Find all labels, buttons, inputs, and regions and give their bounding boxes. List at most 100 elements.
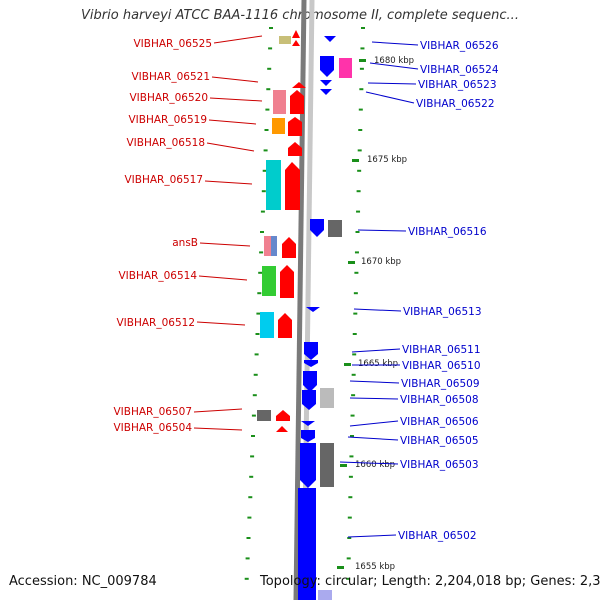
gene-box-06519[interactable] bbox=[272, 118, 285, 134]
tick-left-9 bbox=[260, 210, 265, 213]
tick-right-0 bbox=[361, 27, 365, 29]
gene-box-ansB-a[interactable] bbox=[264, 236, 271, 256]
leader-reverse-8 bbox=[349, 380, 400, 384]
label-VIBHAR_06525[interactable]: VIBHAR_06525 bbox=[133, 38, 212, 50]
gene-box-06520[interactable] bbox=[273, 90, 286, 114]
scale-label-1: 1675 kbp bbox=[367, 155, 407, 165]
gene-box-06508[interactable] bbox=[320, 388, 334, 408]
label-VIBHAR_06516[interactable]: VIBHAR_06516 bbox=[408, 226, 487, 238]
gene-arrow-06525-a[interactable] bbox=[292, 30, 300, 38]
gene-arrow-06522[interactable] bbox=[320, 89, 332, 95]
label-VIBHAR_06508[interactable]: VIBHAR_06508 bbox=[400, 394, 479, 406]
label-VIBHAR_06505[interactable]: VIBHAR_06505 bbox=[400, 435, 479, 447]
gene-arrow-06526[interactable] bbox=[324, 36, 336, 42]
label-VIBHAR_06526[interactable]: VIBHAR_06526 bbox=[420, 40, 499, 52]
gene-arrow-06524[interactable] bbox=[320, 56, 334, 77]
tick-marks bbox=[244, 27, 366, 580]
leader-reverse-4 bbox=[357, 229, 407, 232]
label-VIBHAR_06521[interactable]: VIBHAR_06521 bbox=[131, 71, 210, 83]
leader-reverse-10 bbox=[349, 420, 399, 427]
gene-arrow-06518[interactable] bbox=[288, 142, 302, 156]
tick-right-21 bbox=[349, 455, 354, 458]
leader-forward-5 bbox=[204, 180, 253, 185]
gene-arrow-06502[interactable] bbox=[298, 488, 316, 600]
gene-arrow-06511[interactable] bbox=[304, 342, 318, 360]
gene-box-06507[interactable] bbox=[257, 410, 271, 421]
tick-right-9 bbox=[356, 210, 361, 213]
leader-forward-2 bbox=[209, 97, 263, 102]
gene-arrow-06521[interactable] bbox=[292, 82, 306, 88]
gene-box-ansB-b[interactable] bbox=[271, 236, 277, 256]
gene-arrow-06519[interactable] bbox=[288, 117, 302, 136]
gene-arrow-06509[interactable] bbox=[303, 371, 317, 392]
leader-forward-1 bbox=[211, 76, 259, 83]
label-VIBHAR_06520[interactable]: VIBHAR_06520 bbox=[129, 92, 208, 104]
label-VIBHAR_06514[interactable]: VIBHAR_06514 bbox=[118, 270, 197, 282]
leader-reverse-12 bbox=[339, 461, 399, 465]
label-VIBHAR_06506[interactable]: VIBHAR_06506 bbox=[400, 416, 479, 428]
label-VIBHAR_06503[interactable]: VIBHAR_06503 bbox=[400, 459, 479, 471]
label-VIBHAR_06517[interactable]: VIBHAR_06517 bbox=[124, 174, 203, 186]
gene-box-06517[interactable] bbox=[266, 160, 281, 210]
gene-arrow-06525-b[interactable] bbox=[292, 40, 300, 46]
leader-reverse-11 bbox=[347, 436, 399, 441]
tick-right-7 bbox=[357, 169, 362, 172]
label-VIBHAR_06522[interactable]: VIBHAR_06522 bbox=[416, 98, 495, 110]
gene-arrow-ansB[interactable] bbox=[282, 237, 296, 258]
gene-box-06516[interactable] bbox=[328, 220, 342, 237]
gene-arrow-06512[interactable] bbox=[278, 313, 292, 338]
gene-arrow-06510[interactable] bbox=[304, 360, 318, 367]
gene-arrow-06523[interactable] bbox=[320, 80, 332, 86]
label-VIBHAR_06509[interactable]: VIBHAR_06509 bbox=[401, 378, 480, 390]
gene-box-06502-tail[interactable] bbox=[318, 590, 332, 600]
tick-right-11 bbox=[354, 251, 359, 254]
tick-right-2 bbox=[359, 67, 364, 70]
gene-arrow-06514[interactable] bbox=[280, 265, 294, 298]
label-VIBHAR_06510[interactable]: VIBHAR_06510 bbox=[402, 360, 481, 372]
gene-arrow-06513[interactable] bbox=[306, 307, 320, 312]
label-VIBHAR_06507[interactable]: VIBHAR_06507 bbox=[113, 406, 192, 418]
label-VIBHAR_06504[interactable]: VIBHAR_06504 bbox=[113, 422, 192, 434]
tick-left-4 bbox=[265, 108, 270, 111]
tick-left-5 bbox=[264, 129, 269, 131]
scale-label-3: 1665 kbp bbox=[358, 359, 398, 369]
gene-box-06512[interactable] bbox=[260, 312, 274, 338]
gene-arrow-06516[interactable] bbox=[310, 219, 324, 237]
tick-left-3 bbox=[266, 88, 271, 91]
gene-arrow-06505[interactable] bbox=[301, 430, 315, 442]
label-VIBHAR_06519[interactable]: VIBHAR_06519 bbox=[128, 114, 207, 126]
tick-left-6 bbox=[263, 149, 268, 152]
leader-forward-10 bbox=[193, 427, 243, 431]
gene-arrow-06507[interactable] bbox=[276, 410, 290, 421]
gene-arrow-06506[interactable] bbox=[301, 421, 315, 426]
leader-reverse-0 bbox=[371, 41, 419, 46]
gene-arrow-06503[interactable] bbox=[300, 443, 316, 488]
gene-arrow-06504[interactable] bbox=[276, 426, 288, 432]
tick-right-14 bbox=[353, 312, 358, 315]
leader-forward-4 bbox=[206, 142, 255, 152]
tick-left-7 bbox=[262, 169, 267, 172]
leader-reverse-13 bbox=[347, 534, 397, 538]
gene-box-06524[interactable] bbox=[339, 58, 352, 78]
gene-arrow-06508[interactable] bbox=[302, 390, 316, 410]
gene-box-06503[interactable] bbox=[320, 443, 334, 487]
gene-arrow-06517[interactable] bbox=[285, 162, 300, 210]
gene-box-06514[interactable] bbox=[262, 266, 276, 296]
label-VIBHAR_06518[interactable]: VIBHAR_06518 bbox=[126, 137, 205, 149]
label-leader-lines bbox=[193, 35, 419, 538]
label-VIBHAR_06523[interactable]: VIBHAR_06523 bbox=[418, 79, 497, 91]
label-VIBHAR_06512[interactable]: VIBHAR_06512 bbox=[116, 317, 195, 329]
label-VIBHAR_06502[interactable]: VIBHAR_06502 bbox=[398, 530, 477, 542]
label-VIBHAR_06513[interactable]: VIBHAR_06513 bbox=[403, 306, 482, 318]
leader-reverse-2 bbox=[367, 82, 417, 85]
forward-gene-labels: VIBHAR_06525 VIBHAR_06521 VIBHAR_06520 V… bbox=[113, 38, 212, 434]
label-VIBHAR_06524[interactable]: VIBHAR_06524 bbox=[420, 64, 499, 76]
map-title: Vibrio harveyi ATCC BAA-1116 chromosome … bbox=[81, 8, 519, 23]
gene-arrow-06520[interactable] bbox=[290, 90, 304, 114]
label-VIBHAR_06511[interactable]: VIBHAR_06511 bbox=[402, 344, 481, 356]
label-ansB[interactable]: ansB bbox=[172, 237, 198, 249]
tick-right-13 bbox=[353, 292, 358, 295]
tick-right-22 bbox=[348, 475, 353, 478]
gene-box-06525[interactable] bbox=[279, 36, 291, 44]
